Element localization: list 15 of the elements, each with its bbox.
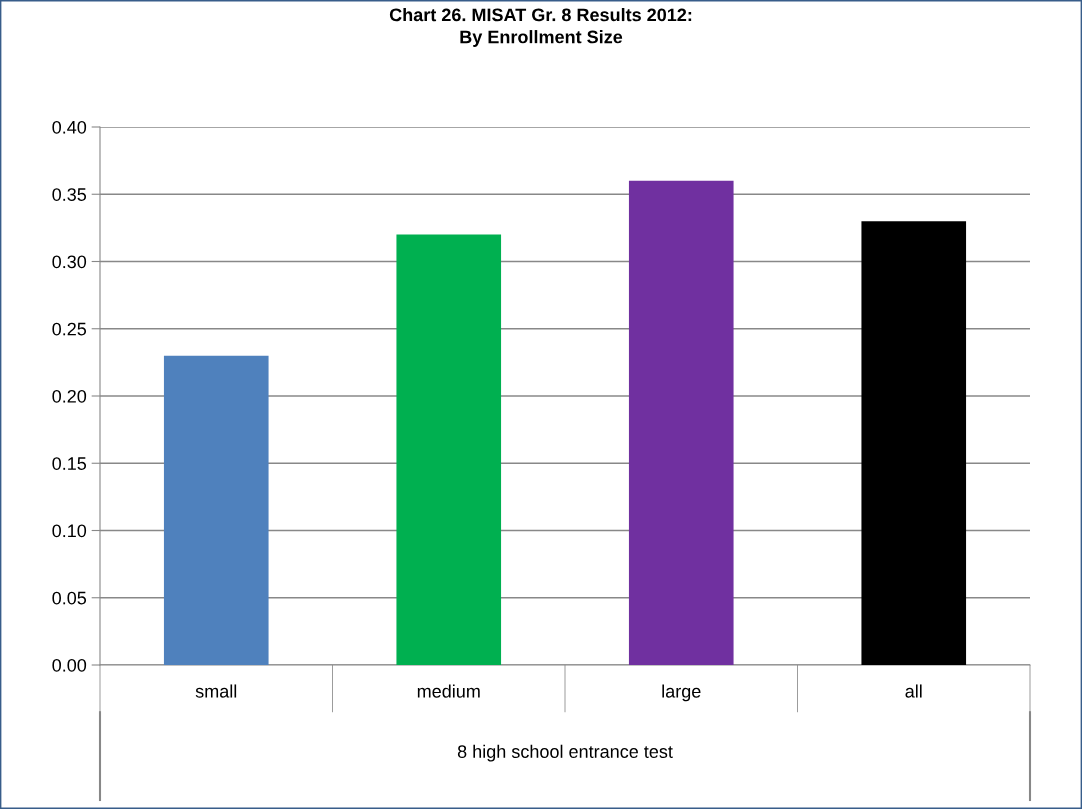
- chart-title: Chart 26. MISAT Gr. 8 Results 2012: By Enrollment Size: [389, 8, 692, 47]
- y-tick-label: 0.05: [52, 591, 87, 605]
- x-tick-label: small: [195, 684, 237, 698]
- y-tick-label: 0.30: [52, 255, 87, 269]
- y-tick-label: 0.35: [52, 188, 87, 201]
- y-tick-label: 0.10: [52, 524, 87, 538]
- x-tick-label: large: [662, 684, 701, 702]
- y-tick-label: 0.00: [52, 658, 87, 672]
- y-tick-label: 0.15: [52, 457, 87, 470]
- x-axis-title: 8 high school entrance test: [457, 744, 673, 762]
- x-tick-label: medium: [417, 684, 480, 698]
- y-tick-label: 0.40: [52, 120, 87, 134]
- y-tick-label: 0.25: [52, 322, 87, 336]
- y-tick-label: 0.20: [52, 389, 87, 403]
- x-tick-label: all: [905, 684, 922, 698]
